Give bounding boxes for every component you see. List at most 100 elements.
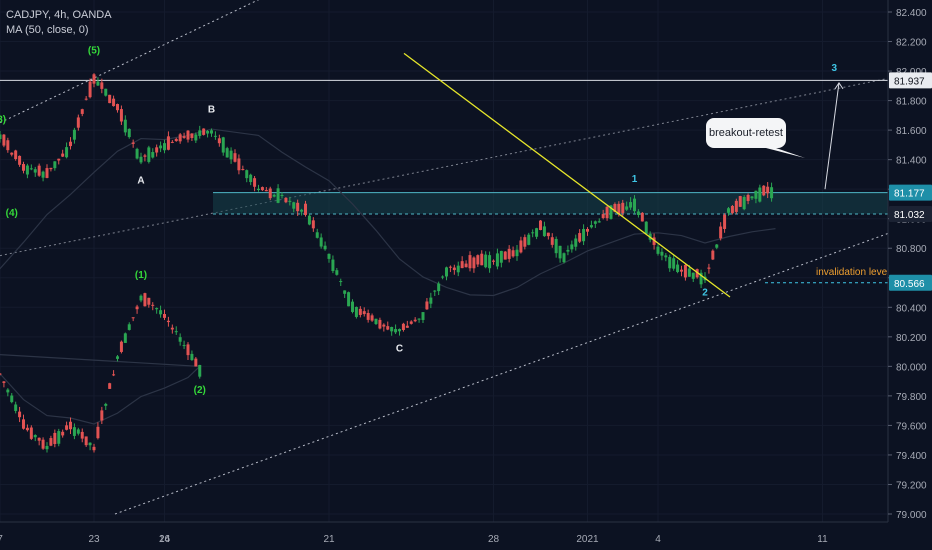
candle-body: [170, 141, 174, 143]
candle-body: [766, 186, 770, 194]
time-tick-label: 26: [159, 534, 171, 545]
wave-label: C: [396, 344, 403, 355]
candle-body: [257, 188, 260, 191]
candle-body: [45, 445, 49, 450]
candle-body: [593, 221, 597, 224]
candle-body: [178, 134, 182, 142]
candle-body: [119, 109, 123, 122]
candle-body: [358, 308, 362, 315]
candle-body: [166, 136, 170, 150]
candle-body: [100, 82, 104, 89]
price-tag-label: 81.177: [894, 189, 925, 200]
candle-body: [621, 202, 625, 214]
price-tick-label: 79.600: [896, 421, 927, 432]
candle-body: [770, 187, 774, 199]
price-tag-label: 81.937: [894, 76, 925, 87]
price-tag: [889, 205, 932, 222]
candle-body: [2, 134, 6, 146]
candle-body: [499, 250, 503, 263]
candle-body: [139, 156, 143, 163]
candle-body: [127, 324, 131, 330]
candle-body: [112, 374, 116, 376]
candle-body: [758, 187, 762, 202]
channel-mid-line: [0, 77, 889, 257]
candle-body: [629, 202, 633, 208]
candle-body: [92, 446, 96, 451]
candle-body: [460, 261, 464, 269]
candle-body: [582, 228, 586, 242]
candle-body: [37, 437, 41, 441]
price-tick-label: 81.600: [896, 126, 927, 137]
candle-body: [441, 276, 445, 278]
wave-label: (3): [0, 115, 6, 126]
candle-body: [123, 333, 127, 343]
candle-body: [61, 153, 65, 157]
channel-bottom-line: [114, 233, 889, 515]
wave-label: (1): [135, 270, 147, 281]
price-tick-label: 79.000: [896, 510, 927, 521]
candle-body: [108, 383, 112, 389]
candle-body: [186, 344, 190, 356]
candle-body: [72, 427, 76, 436]
candle-body: [390, 326, 394, 332]
candle-body: [468, 255, 472, 269]
candle-body: [723, 214, 727, 229]
candle-body: [104, 88, 108, 96]
candle-body: [37, 165, 41, 176]
time-tick-label: 2021: [576, 534, 599, 545]
candle-body: [53, 161, 57, 169]
candle-body: [319, 237, 323, 247]
candle-body: [6, 389, 10, 393]
candle-body: [88, 442, 92, 446]
candle-body: [119, 341, 123, 352]
candle-body: [644, 221, 648, 234]
candle-body: [421, 312, 425, 320]
candle-body: [664, 255, 668, 258]
candle-body: [104, 403, 108, 406]
candle-body: [131, 142, 135, 144]
candle-body: [72, 129, 76, 140]
candle-body: [589, 225, 593, 228]
candle-body: [65, 147, 69, 158]
candle-body: [523, 237, 527, 247]
candle-body: [601, 214, 605, 218]
candle-body: [719, 226, 723, 239]
price-tick-label: 80.000: [896, 362, 927, 373]
candle-body: [542, 226, 546, 237]
candle-body: [14, 404, 18, 411]
candle-body: [715, 244, 719, 248]
candle-body: [88, 81, 92, 98]
candle-body: [80, 431, 84, 439]
price-tag-label: 81.032: [894, 210, 925, 221]
candle-body: [174, 138, 178, 142]
candle-body: [425, 301, 429, 310]
candle-body: [92, 74, 96, 84]
candle-body: [401, 323, 405, 330]
candle-body: [370, 315, 374, 321]
candle-body: [566, 249, 570, 252]
candle-body: [108, 94, 112, 104]
candle-body: [155, 308, 159, 310]
candle-body: [578, 233, 582, 242]
wave-label: (2): [194, 385, 206, 396]
candle-body: [503, 251, 507, 260]
candle-body: [558, 245, 562, 259]
candle-body: [625, 206, 629, 210]
candle-body: [2, 381, 6, 383]
candle-body: [61, 431, 65, 436]
candle-body: [562, 253, 566, 263]
candle-body: [300, 209, 304, 212]
price-tick-label: 79.200: [896, 480, 927, 491]
candle-body: [676, 264, 680, 272]
wave-label: 2: [702, 287, 708, 298]
candle-body: [33, 169, 37, 173]
candle-body: [166, 320, 170, 323]
candle-body: [147, 147, 151, 162]
candle-body: [147, 297, 151, 305]
candle-body: [194, 134, 198, 141]
candle-body: [531, 232, 535, 234]
candle-body: [480, 253, 484, 266]
price-tick-label: 80.800: [896, 244, 927, 255]
candle-body: [202, 128, 206, 135]
